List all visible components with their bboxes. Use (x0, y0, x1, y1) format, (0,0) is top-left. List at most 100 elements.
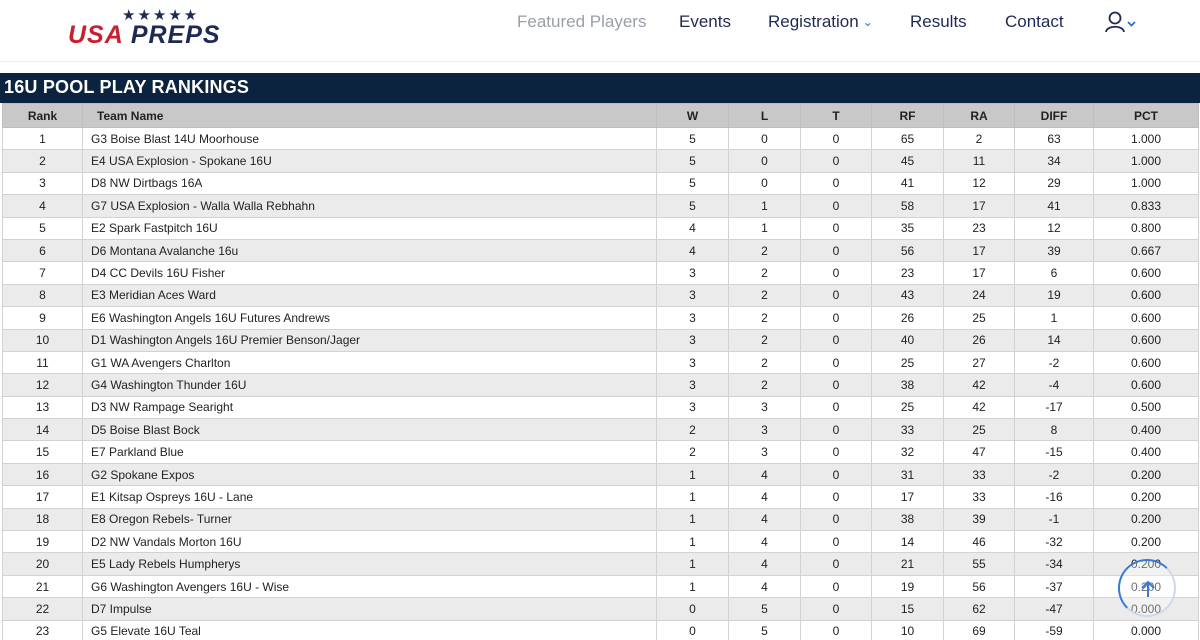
cell-l: 1 (728, 194, 801, 218)
cell-rank: 22 (2, 597, 83, 621)
nav-results[interactable]: Results (910, 12, 967, 31)
logo-preps: PREPS (130, 21, 221, 49)
table-row: 13 D3 NW Rampage Searight 3 3 0 25 42 -17 0.500 (2, 395, 1199, 420)
cell-rank: 11 (2, 350, 83, 375)
cell-team-name: E7 Parkland Blue (82, 440, 657, 464)
nav-registration[interactable]: Registration ⌄ (768, 12, 873, 34)
cell-pct: 0.200 (1093, 507, 1199, 532)
column-header-pct[interactable]: PCT (1093, 103, 1199, 128)
table-row: 11 G1 WA Avengers Charlton 3 2 0 25 27 -2 0.600 (2, 350, 1199, 375)
cell-ra: 33 (943, 485, 1015, 509)
cell-team-name: E2 Spark Fastpitch 16U (82, 216, 657, 240)
cell-t: 0 (800, 238, 872, 263)
cell-ra: 25 (943, 306, 1015, 330)
table-header-row: Rank Team Name W L T RF RA DIFF PCT (2, 103, 1199, 128)
cell-team-name: E8 Oregon Rebels- Turner (82, 507, 657, 532)
scroll-to-top-button[interactable] (1118, 559, 1176, 617)
cell-rank: 18 (2, 507, 83, 532)
nav-contact[interactable]: Contact (1005, 12, 1064, 31)
cell-w: 3 (656, 261, 729, 285)
column-header-l[interactable]: L (728, 103, 801, 128)
cell-l: 0 (728, 171, 801, 196)
page-title: 16U POOL PLAY RANKINGS (4, 77, 250, 97)
user-menu[interactable] (1104, 10, 1140, 34)
column-header-ra[interactable]: RA (943, 103, 1015, 128)
cell-w: 3 (656, 350, 729, 375)
cell-diff: 14 (1014, 328, 1094, 352)
table-row: 22 D7 Impulse 0 5 0 15 62 -47 0.000 (2, 597, 1199, 621)
cell-diff: -16 (1014, 485, 1094, 509)
cell-team-name: G5 Elevate 16U Teal (82, 619, 657, 640)
chevron-down-icon: ⌄ (862, 15, 873, 29)
cell-team-name: G4 Washington Thunder 16U (82, 373, 657, 397)
cell-l: 4 (728, 574, 801, 599)
cell-diff: -2 (1014, 350, 1094, 375)
cell-rf: 35 (871, 216, 944, 240)
nav-featured-players[interactable]: Featured Players (517, 12, 647, 31)
cell-rf: 40 (871, 328, 944, 352)
cell-rank: 14 (2, 418, 83, 442)
column-header-rank[interactable]: Rank (2, 103, 83, 128)
cell-w: 5 (656, 194, 729, 218)
site-header: ★★★★★ USA PREPS Featured Players Events … (0, 0, 1200, 62)
cell-ra: 17 (943, 194, 1015, 218)
cell-pct: 0.400 (1093, 440, 1199, 464)
column-header-rf[interactable]: RF (871, 103, 944, 128)
table-body: 1 G3 Boise Blast 14U Moorhouse 5 0 0 65 2 63 1.0… (2, 126, 1199, 640)
table-row: 3 D8 NW Dirtbags 16A 5 0 0 41 12 29 1.000 (2, 171, 1199, 196)
table-row: 6 D6 Montana Avalanche 16u 4 2 0 56 17 39 0.667 (2, 238, 1199, 263)
cell-diff: 34 (1014, 149, 1094, 173)
cell-diff: 1 (1014, 306, 1094, 330)
cell-rf: 56 (871, 238, 944, 263)
cell-t: 0 (800, 171, 872, 196)
column-header-w[interactable]: W (656, 103, 729, 128)
cell-pct: 0.600 (1093, 350, 1199, 375)
table-row: 21 G6 Washington Avengers 16U - Wise 1 4 0 19… (2, 574, 1199, 599)
cell-l: 2 (728, 328, 801, 352)
cell-t: 0 (800, 149, 872, 173)
column-header-diff[interactable]: DIFF (1014, 103, 1094, 128)
cell-rank: 19 (2, 530, 83, 554)
cell-w: 5 (656, 171, 729, 196)
cell-ra: 42 (943, 395, 1015, 420)
cell-t: 0 (800, 306, 872, 330)
table-row: 18 E8 Oregon Rebels- Turner 1 4 0 38 39 -1 0.200 (2, 507, 1199, 532)
cell-pct: 0.600 (1093, 261, 1199, 285)
cell-t: 0 (800, 216, 872, 240)
cell-pct: 0.600 (1093, 328, 1199, 352)
cell-team-name: D6 Montana Avalanche 16u (82, 238, 657, 263)
cell-pct: 0.400 (1093, 418, 1199, 442)
cell-l: 2 (728, 350, 801, 375)
cell-l: 2 (728, 306, 801, 330)
cell-team-name: E4 USA Explosion - Spokane 16U (82, 149, 657, 173)
cell-ra: 33 (943, 462, 1015, 487)
cell-pct: 0.200 (1093, 485, 1199, 509)
cell-t: 0 (800, 440, 872, 464)
usa-preps-logo[interactable]: ★★★★★ USA PREPS (68, 6, 260, 49)
nav-events[interactable]: Events (679, 12, 731, 31)
cell-diff: -17 (1014, 395, 1094, 420)
cell-ra: 23 (943, 216, 1015, 240)
user-icon (1105, 11, 1136, 33)
cell-rf: 31 (871, 462, 944, 487)
cell-l: 3 (728, 440, 801, 464)
cell-rank: 5 (2, 216, 83, 240)
cell-team-name: D1 Washington Angels 16U Premier Benson/… (82, 328, 657, 352)
column-header-t[interactable]: T (800, 103, 872, 128)
cell-pct: 0.200 (1093, 530, 1199, 554)
cell-pct: 1.000 (1093, 171, 1199, 196)
column-header-team-name[interactable]: Team Name (82, 103, 657, 128)
cell-l: 2 (728, 238, 801, 263)
table-row: 14 D5 Boise Blast Bock 2 3 0 33 25 8 0.400 (2, 418, 1199, 442)
cell-l: 4 (728, 507, 801, 532)
cell-ra: 62 (943, 597, 1015, 621)
cell-team-name: E3 Meridian Aces Ward (82, 283, 657, 308)
cell-diff: -37 (1014, 574, 1094, 599)
cell-rf: 23 (871, 261, 944, 285)
cell-rank: 7 (2, 261, 83, 285)
cell-diff: 6 (1014, 261, 1094, 285)
table-row: 9 E6 Washington Angels 16U Futures Andrew… (2, 306, 1199, 330)
cell-w: 4 (656, 216, 729, 240)
cell-rank: 17 (2, 485, 83, 509)
cell-rf: 58 (871, 194, 944, 218)
